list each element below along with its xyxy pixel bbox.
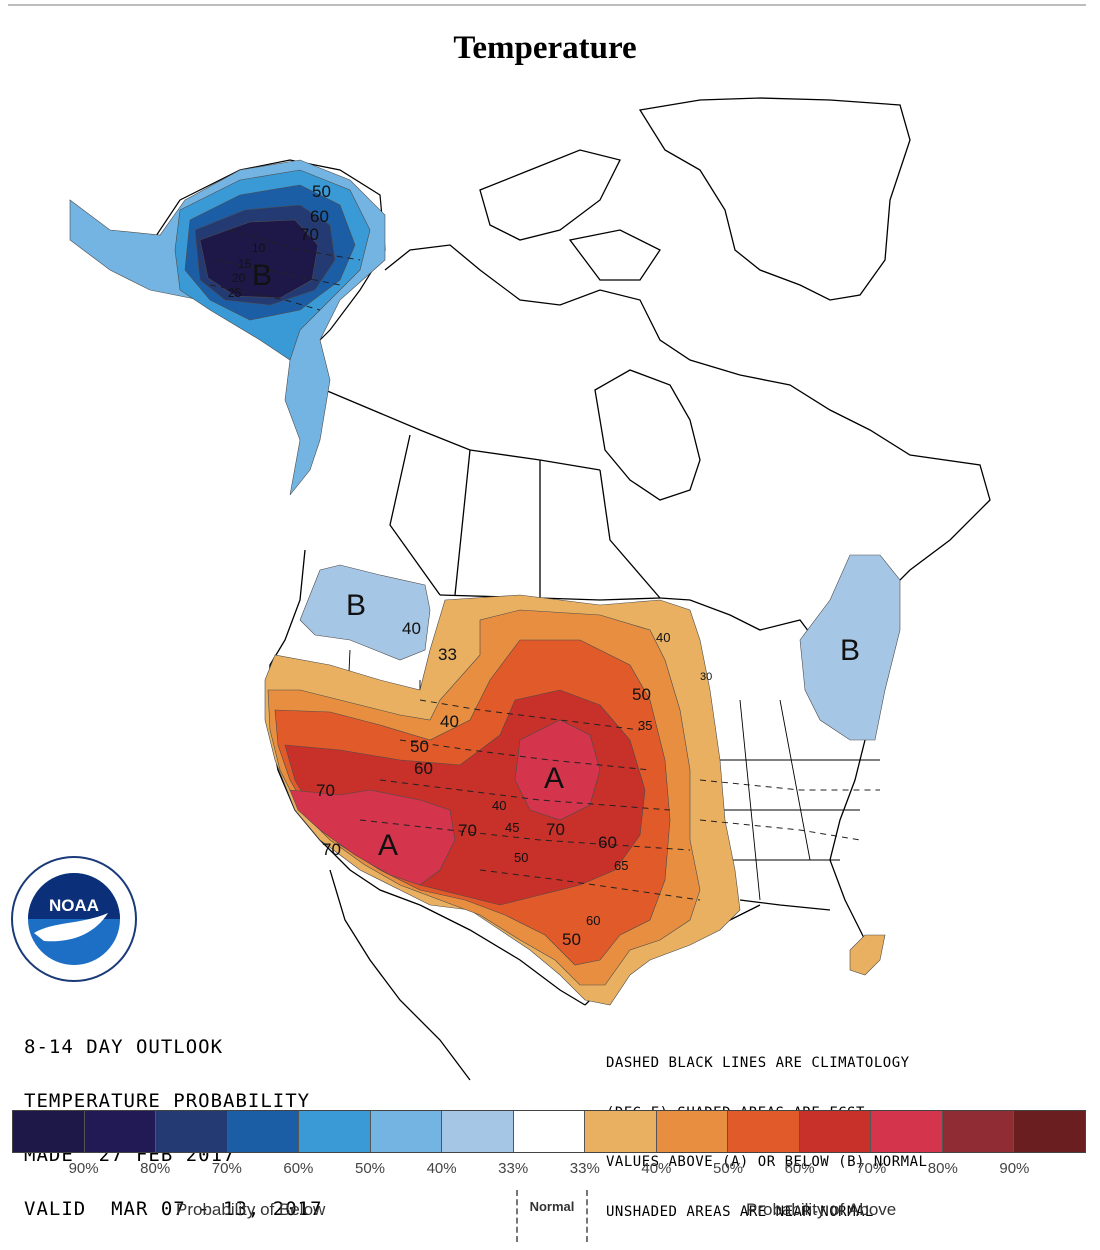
legend-swatch-3: [227, 1111, 300, 1152]
legend-color-bar: [12, 1110, 1086, 1153]
legend-swatch-2: [156, 1111, 228, 1152]
alaska-shading: [69, 159, 386, 496]
legend-tick-6: 33%: [498, 1160, 529, 1177]
legend-swatch-9: [656, 1111, 729, 1152]
note-line-1: DASHED BLACK LINES ARE CLIMATOLOGY: [606, 1055, 910, 1071]
page-title: Temperature: [453, 30, 637, 66]
legend-swatch-5: [370, 1111, 443, 1152]
legend-swatch-6: [442, 1111, 514, 1152]
outlook-line-valid: VALID MAR 07 - 13, 2017: [24, 1198, 323, 1220]
legend-swatch-0: [13, 1111, 85, 1152]
label-nw-40: 40: [402, 619, 421, 638]
legend-swatch-12: [871, 1111, 943, 1152]
legend-tick-2: 70%: [211, 1160, 242, 1177]
label-ok-70: 70: [546, 820, 565, 839]
hudson-bay: [594, 369, 701, 501]
legend-tick-7: 33%: [569, 1160, 600, 1177]
noaa-logo-text: NOAA: [49, 896, 99, 915]
legend-tick-12: 80%: [927, 1160, 958, 1177]
arctic-islands: [479, 149, 661, 281]
label-ut-60: 60: [414, 759, 433, 778]
label-tx-50: 50: [562, 930, 581, 949]
noaa-logo: NOAA: [11, 856, 137, 982]
northeast-below: [799, 554, 901, 741]
label-ca-70a: 70: [316, 781, 335, 800]
label-ak-50: 50: [312, 182, 331, 201]
label-mo-60: 60: [598, 833, 617, 852]
legend-swatch-4: [299, 1111, 371, 1152]
outlook-line-product: 8-14 DAY OUTLOOK: [24, 1036, 224, 1058]
legend-tick-3: 60%: [283, 1160, 314, 1177]
alaska-core: [199, 219, 319, 299]
ne-below-letter: B: [840, 634, 860, 667]
legend-tick-10: 60%: [784, 1160, 815, 1177]
label-mi-40: 40: [656, 630, 670, 645]
legend-tick-1: 80%: [140, 1160, 171, 1177]
label-mn-50: 50: [632, 685, 651, 704]
legend-tick-11: 70%: [856, 1160, 887, 1177]
outlook-line-variable: TEMPERATURE PROBABILITY: [24, 1090, 311, 1112]
legend-below-label: Probability of Below: [176, 1200, 326, 1219]
legend-swatch-14: [1014, 1111, 1085, 1152]
mexico-outline: [329, 869, 586, 1081]
legend-tick-0: 90%: [68, 1160, 99, 1177]
label-nm-50: 50: [514, 850, 528, 865]
sw-above-letter: A: [378, 829, 398, 862]
label-id-40: 40: [440, 712, 459, 731]
us-west-coast: [267, 549, 421, 906]
legend-tick-13: 90%: [999, 1160, 1030, 1177]
label-ak-60: 60: [310, 207, 329, 226]
label-ak-25: 25: [228, 286, 242, 300]
map-labels: B B B A A 50 60 70 10 15 20 25 40 33 40 …: [228, 182, 860, 949]
note-line-3: VALUES ABOVE (A) OR BELOW (B) NORMAL: [606, 1154, 928, 1170]
above-core-plains: [514, 719, 601, 821]
label-ar-65: 65: [614, 858, 628, 873]
label-ca-70b: 70: [322, 840, 341, 859]
legend-tick-4: 50%: [354, 1160, 386, 1177]
legend-swatch-7: [513, 1111, 586, 1152]
alaska-below-letter: B: [252, 259, 272, 292]
climatology-lines: [209, 229, 880, 901]
ne-shading: [799, 554, 901, 741]
label-az-70: 70: [458, 821, 477, 840]
note-line-4: UNSHADED AREAS ARE NEAR-NORMAL: [606, 1203, 874, 1220]
label-ut-50: 50: [410, 737, 429, 756]
legend-swatch-8: [585, 1111, 657, 1152]
legend-tick-5: 40%: [426, 1160, 457, 1177]
plains-above-letter: A: [544, 762, 564, 795]
outlook-map: B B B A A 50 60 70 10 15 20 25 40 33 40 …: [69, 97, 991, 1081]
legend-swatch-10: [728, 1111, 800, 1152]
legend-normal-label: Normal: [516, 1190, 588, 1242]
legend-tick-9: 50%: [712, 1160, 744, 1177]
label-oh-30: 30: [700, 671, 712, 683]
northwest-below: [299, 564, 431, 661]
label-ak-10: 10: [252, 241, 266, 255]
greenland-outline: [638, 97, 911, 301]
label-ak-20: 20: [232, 271, 246, 285]
top-rule: [8, 4, 1086, 6]
label-tx-60: 60: [586, 913, 600, 928]
label-ak-15: 15: [238, 257, 252, 271]
legend-above-label: Probability of Above: [746, 1200, 897, 1219]
label-nm-45: 45: [505, 820, 519, 835]
legend-swatch-11: [799, 1111, 872, 1152]
label-ia-35: 35: [638, 718, 652, 733]
nw-shading: [299, 564, 431, 661]
us-canada-border: [324, 389, 661, 601]
province-lines: [389, 434, 661, 599]
label-ak-70: 70: [300, 225, 319, 244]
above-shading: [264, 594, 741, 1006]
nw-below-letter: B: [346, 589, 366, 622]
legend-swatch-13: [942, 1111, 1015, 1152]
florida-above: [849, 934, 886, 976]
label-mt-33: 33: [438, 645, 457, 664]
label-ks-40: 40: [492, 798, 506, 813]
legend-swatch-1: [84, 1111, 157, 1152]
legend-tick-8: 40%: [641, 1160, 672, 1177]
above-core-west: [289, 789, 456, 886]
florida-shading: [849, 934, 886, 976]
